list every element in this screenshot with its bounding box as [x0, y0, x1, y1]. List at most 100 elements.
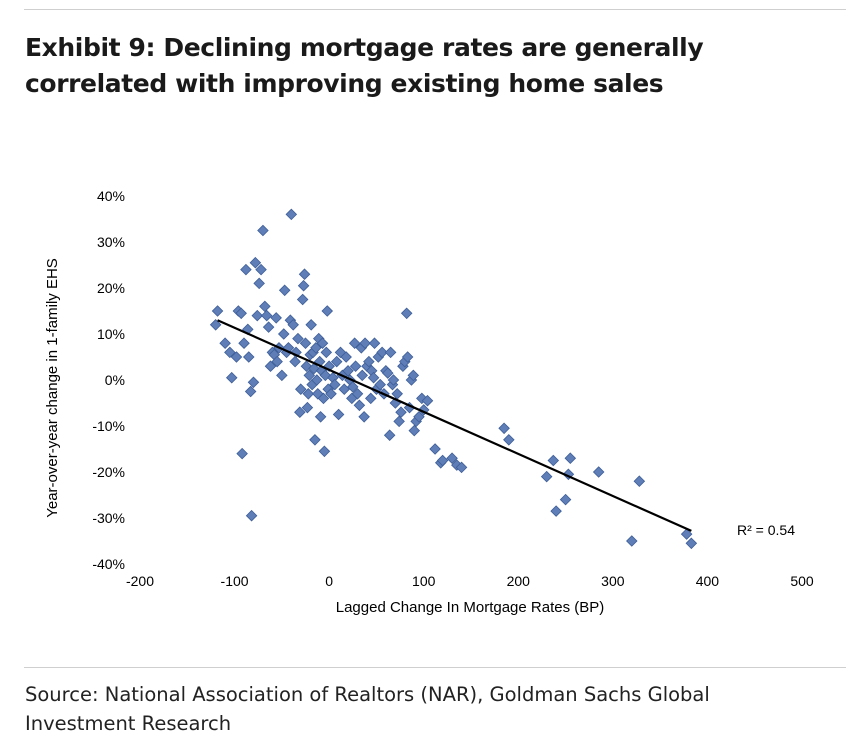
data-point	[363, 355, 375, 368]
data-point	[320, 346, 333, 359]
y-tick-label: 30%	[97, 234, 125, 250]
scatter-chart: -200 -100 0 100 200 300 400 500 -40% -30% -20% -10…	[44, 188, 814, 616]
source-line-2: Investment Research	[25, 712, 232, 735]
data-point	[240, 263, 252, 276]
data-point	[277, 328, 290, 340]
page-title: Exhibit 9: Declining mortgage rates are …	[25, 30, 845, 102]
data-point	[364, 392, 377, 405]
data-point	[393, 415, 405, 428]
data-point	[219, 337, 231, 349]
data-point	[255, 263, 267, 276]
source-line-1: Source: National Association of Realtors…	[25, 683, 710, 706]
top-rule	[24, 9, 846, 10]
data-point	[408, 424, 421, 437]
data-point	[297, 279, 310, 292]
data-point	[262, 321, 275, 333]
data-point	[347, 381, 359, 393]
y-tick-label: 40%	[97, 188, 125, 204]
x-tick-label: 100	[412, 573, 436, 589]
data-point	[287, 319, 299, 331]
data-point	[309, 434, 321, 446]
data-point	[353, 399, 366, 412]
data-point	[278, 284, 291, 297]
y-tick-label: -10%	[92, 418, 125, 434]
data-point	[285, 208, 298, 221]
data-point	[298, 268, 311, 280]
data-point	[592, 466, 605, 478]
data-point	[400, 307, 413, 320]
x-axis-ticks: -200 -100 0 100 200 300 400 500	[126, 573, 814, 589]
data-point	[626, 535, 638, 547]
data-point	[303, 369, 316, 382]
data-point	[242, 351, 255, 363]
data-point	[376, 346, 388, 359]
data-point	[225, 371, 238, 384]
data-point	[295, 383, 307, 395]
x-tick-label: -100	[221, 573, 249, 589]
data-point	[289, 355, 301, 368]
data-point	[253, 277, 265, 290]
data-point	[446, 452, 458, 464]
data-point	[455, 461, 468, 474]
data-point	[330, 355, 343, 368]
data-point	[236, 447, 248, 460]
data-point	[230, 351, 243, 363]
source-note: Source: National Association of Realtors…	[25, 680, 845, 738]
x-axis-title: Lagged Change In Mortgage Rates (BP)	[336, 599, 605, 616]
y-tick-label: 20%	[97, 280, 125, 296]
data-point	[387, 374, 400, 386]
data-point	[270, 312, 282, 324]
data-point	[633, 475, 646, 487]
data-point	[294, 406, 306, 418]
data-point	[235, 307, 247, 320]
title-line-1: Exhibit 9: Declining mortgage rates are …	[25, 33, 704, 62]
data-point	[359, 337, 371, 349]
data-point	[429, 443, 441, 455]
data-point	[367, 371, 380, 384]
data-point	[348, 337, 361, 349]
data-point	[340, 351, 352, 363]
x-tick-label: 400	[696, 573, 720, 589]
y-tick-label: 10%	[97, 326, 125, 342]
data-point	[271, 355, 283, 368]
data-point	[329, 378, 341, 391]
data-point	[211, 305, 224, 317]
trendline	[217, 319, 692, 532]
data-point	[310, 342, 322, 354]
data-point	[244, 385, 257, 398]
data-point	[382, 367, 394, 379]
y-tick-label: 0%	[105, 372, 125, 388]
data-point	[685, 537, 698, 550]
data-point	[559, 493, 572, 506]
data-point	[317, 392, 330, 405]
points-layer	[209, 208, 698, 550]
data-point	[264, 360, 277, 372]
data-point	[318, 445, 331, 458]
data-point	[358, 411, 370, 423]
x-tick-label: 0	[325, 573, 333, 589]
source-divider	[24, 667, 846, 668]
data-point	[209, 319, 222, 331]
y-axis-ticks: -40% -30% -20% -10% 0% 10% 20% 30% 40%	[92, 188, 125, 572]
data-point	[311, 374, 323, 386]
data-point	[247, 376, 260, 389]
data-point	[356, 369, 369, 382]
data-point	[296, 293, 309, 306]
data-point	[259, 300, 271, 313]
data-point	[342, 365, 354, 377]
data-point	[374, 378, 386, 391]
data-point	[224, 346, 236, 359]
data-point	[276, 369, 288, 382]
data-point	[540, 470, 553, 483]
data-point	[503, 434, 515, 446]
r-squared-annotation: R² = 0.54	[737, 522, 795, 538]
y-tick-label: -40%	[92, 556, 125, 572]
data-point	[321, 305, 334, 317]
data-point	[260, 309, 273, 322]
data-point	[245, 509, 258, 522]
data-point	[550, 505, 562, 517]
data-point	[299, 337, 312, 349]
data-point	[351, 388, 364, 400]
data-point	[421, 394, 434, 407]
data-point	[257, 224, 269, 237]
